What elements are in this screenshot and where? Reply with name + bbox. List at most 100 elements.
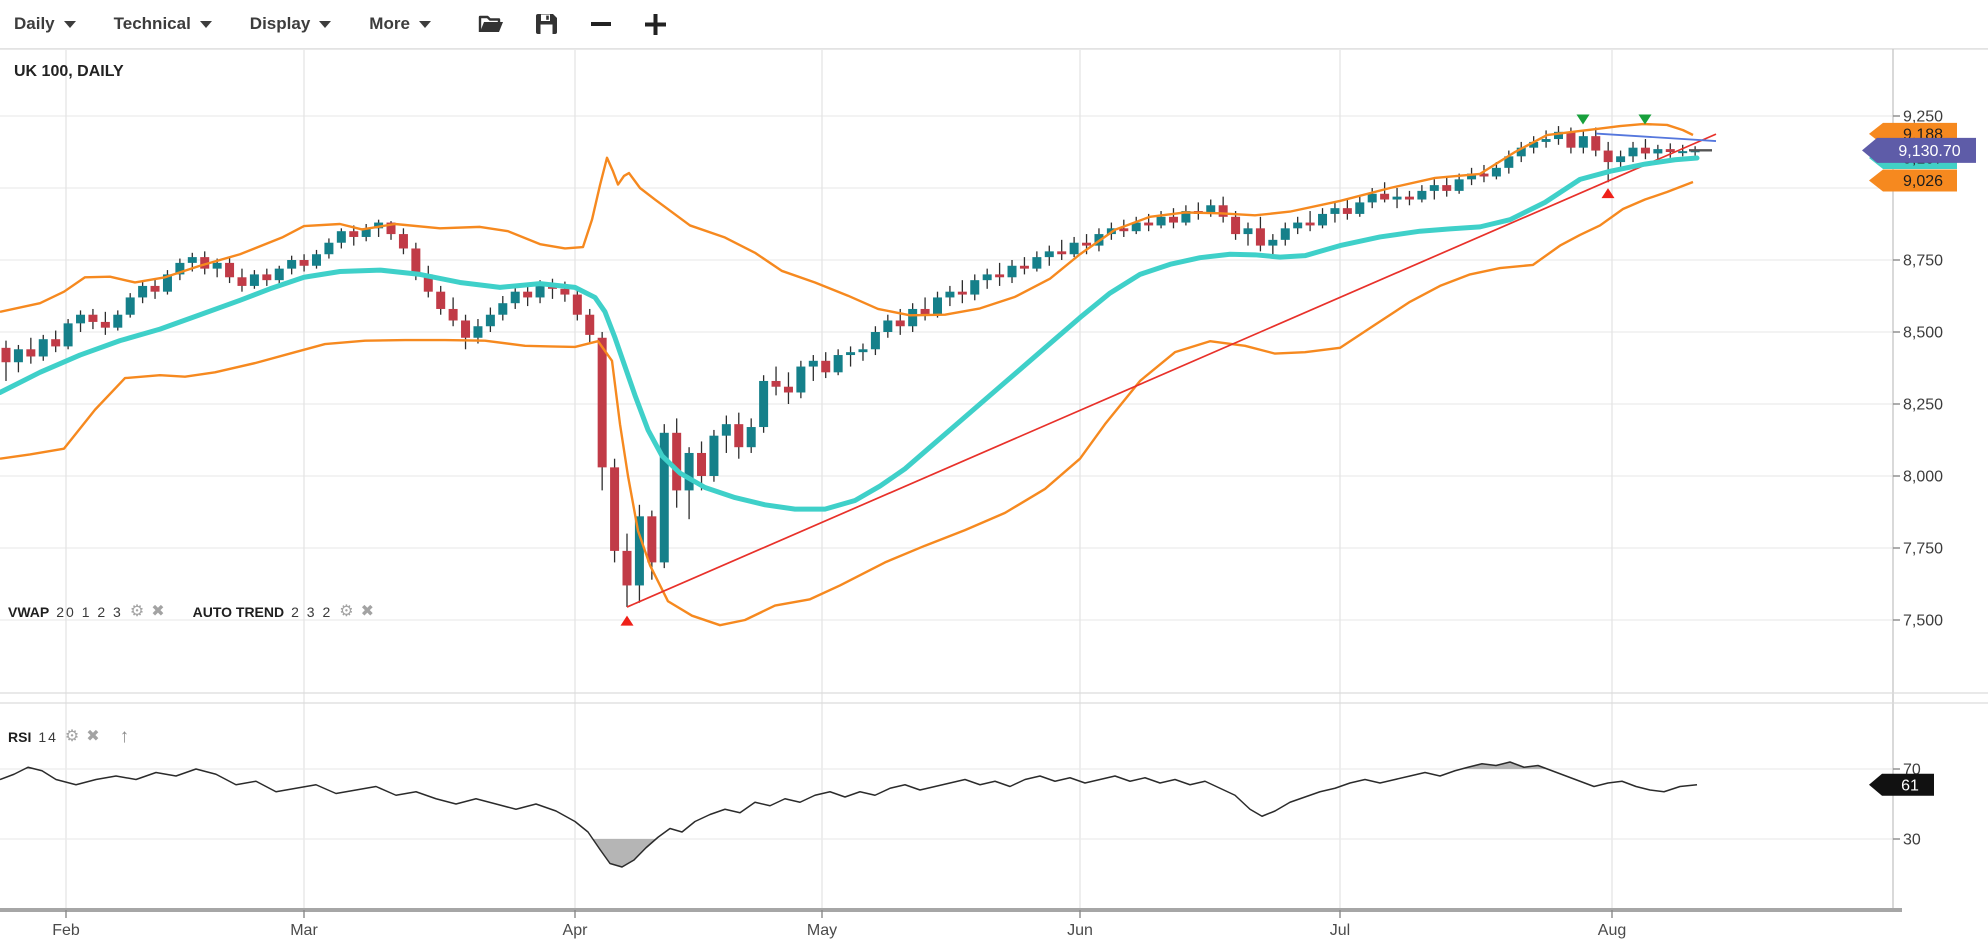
- candle-body: [1206, 205, 1216, 214]
- menu-display[interactable]: Display: [250, 14, 332, 34]
- candle-body: [1057, 251, 1067, 255]
- rsi-move-up-icon[interactable]: ↑: [119, 726, 130, 747]
- candle-body: [1144, 222, 1154, 226]
- candle-body: [796, 366, 806, 393]
- menu-more[interactable]: More: [369, 14, 431, 34]
- rsi-line: [0, 761, 1698, 868]
- candle-body: [1268, 239, 1278, 246]
- candle-body: [1156, 216, 1166, 226]
- candle-body: [721, 424, 731, 436]
- candle-body: [76, 314, 86, 324]
- price-tag-band-lower-text: 9,026: [1903, 173, 1943, 190]
- candle-body: [88, 314, 98, 322]
- candle-body: [51, 339, 61, 347]
- price-tag-last-price: [1862, 137, 1976, 163]
- triangle-down-marker: [1576, 114, 1590, 125]
- candle-body: [249, 274, 259, 286]
- candle-body: [970, 280, 980, 295]
- candle-body: [212, 262, 222, 269]
- candle-body: [1119, 228, 1129, 232]
- auto-trend-settings-gear-icon[interactable]: ⚙: [339, 603, 354, 620]
- bollinger-lower-band: [0, 180, 1694, 627]
- candle-body: [510, 291, 520, 304]
- candle-body: [1044, 251, 1054, 258]
- auto-trend-resistance-line: [1595, 132, 1717, 142]
- price-tick-label: 8,000: [1903, 469, 1943, 486]
- candle-body: [138, 285, 148, 298]
- candle-body: [610, 467, 620, 551]
- triangle-up-marker: [1601, 188, 1615, 199]
- candle-body: [1007, 265, 1017, 278]
- candle-body: [808, 360, 818, 367]
- candle-body: [1318, 213, 1328, 226]
- candle-body: [1628, 147, 1638, 157]
- chart-canvas[interactable]: 9,250 8,750 8,500 8,250 8,000 7,750 7,500 Feb Ma…: [0, 49, 1988, 944]
- candle-body: [1367, 193, 1377, 203]
- menu-technical[interactable]: Technical: [114, 14, 212, 34]
- candle-body: [684, 452, 694, 491]
- price-tag-last-price-text: 9,130.70: [1898, 143, 1960, 160]
- rsi-settings-gear-icon[interactable]: ⚙: [64, 727, 80, 745]
- toolbar: Daily Technical Display More: [0, 0, 1988, 48]
- rsi-level-label: 30: [1903, 832, 1921, 849]
- candle-body: [1342, 208, 1352, 214]
- candle-body: [175, 262, 185, 275]
- candle-body: [1168, 216, 1178, 223]
- candle-body: [1355, 202, 1365, 214]
- chevron-down-icon: [418, 20, 431, 28]
- vwap-remove-icon[interactable]: ✖: [151, 603, 165, 620]
- zoom-out-icon[interactable]: [589, 12, 613, 36]
- candle-body: [461, 320, 471, 338]
- auto-trend-support-line: [626, 133, 1717, 608]
- candle-body: [1429, 185, 1439, 191]
- candle-body: [1392, 196, 1402, 200]
- x-axis-label: Jul: [1330, 922, 1350, 939]
- auto-trend-indicator-params: 2 3 2: [291, 604, 333, 620]
- candle-body: [647, 516, 657, 563]
- price-tick-label: 8,750: [1903, 253, 1943, 270]
- candle-body: [361, 228, 371, 237]
- rsi-shading: [592, 839, 656, 867]
- candle-body: [585, 314, 595, 335]
- candle-body: [846, 352, 856, 356]
- rsi-indicator-params: 14: [38, 728, 58, 745]
- candle-body: [1516, 147, 1526, 157]
- candle-body: [1603, 150, 1613, 163]
- open-folder-icon[interactable]: [477, 12, 504, 36]
- candle-body: [933, 297, 942, 315]
- candle-body: [336, 231, 346, 243]
- vwap-settings-gear-icon[interactable]: ⚙: [129, 603, 145, 620]
- candle-body: [349, 231, 359, 237]
- candle-body: [535, 285, 545, 298]
- candle-body: [1131, 222, 1141, 232]
- candle-body: [1082, 242, 1092, 246]
- save-icon[interactable]: [534, 12, 559, 36]
- rsi-remove-icon[interactable]: ✖: [86, 727, 100, 745]
- candle-body: [858, 349, 868, 353]
- candle-body: [1181, 211, 1191, 223]
- candle-body: [1330, 208, 1340, 214]
- x-axis-label: Mar: [290, 922, 318, 939]
- candle-body: [523, 291, 533, 298]
- zoom-in-icon[interactable]: [643, 12, 668, 37]
- candle-body: [1404, 196, 1414, 200]
- candle-body: [622, 550, 632, 586]
- bollinger-upper-band: [0, 122, 1694, 317]
- menu-more-label: More: [369, 14, 410, 33]
- auto-trend-remove-icon[interactable]: ✖: [360, 603, 375, 620]
- candle-body: [1280, 228, 1290, 240]
- candle-body: [485, 314, 495, 327]
- candle-body: [870, 332, 880, 350]
- vwap-line: [0, 155, 1700, 512]
- candle-body: [908, 308, 918, 327]
- rsi-value-tag: [1869, 773, 1934, 796]
- indicator-row-main: VWAP 20 1 2 3 ⚙ ✖ AUTO TREND 2 3 2 ⚙ ✖: [8, 603, 375, 621]
- menu-daily[interactable]: Daily: [14, 14, 76, 34]
- menu-daily-label: Daily: [14, 14, 55, 33]
- candle-body: [1665, 149, 1675, 152]
- candle-body: [1231, 216, 1241, 235]
- candle-body: [38, 339, 48, 357]
- menu-technical-label: Technical: [113, 14, 191, 33]
- candle-body: [783, 386, 793, 393]
- candle-body: [448, 308, 458, 321]
